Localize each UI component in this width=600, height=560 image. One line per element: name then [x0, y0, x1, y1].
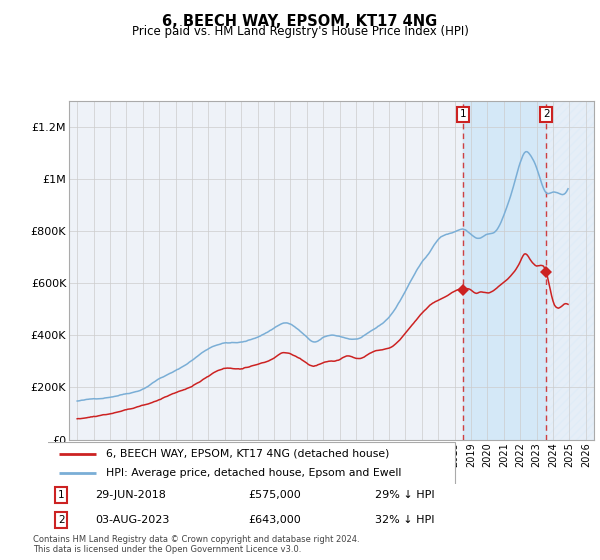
FancyBboxPatch shape: [43, 442, 455, 485]
Text: £575,000: £575,000: [248, 490, 301, 500]
Text: 29-JUN-2018: 29-JUN-2018: [95, 490, 166, 500]
Bar: [463, 101, 546, 440]
Text: 2: 2: [58, 515, 65, 525]
Text: 2: 2: [543, 109, 550, 119]
Bar: [546, 101, 594, 440]
Text: Contains HM Land Registry data © Crown copyright and database right 2024.
This d: Contains HM Land Registry data © Crown c…: [33, 535, 359, 554]
Text: 6, BEECH WAY, EPSOM, KT17 4NG (detached house): 6, BEECH WAY, EPSOM, KT17 4NG (detached …: [106, 449, 389, 459]
Text: 03-AUG-2023: 03-AUG-2023: [95, 515, 170, 525]
Text: Price paid vs. HM Land Registry's House Price Index (HPI): Price paid vs. HM Land Registry's House …: [131, 25, 469, 38]
Text: £643,000: £643,000: [248, 515, 301, 525]
Text: 1: 1: [460, 109, 466, 119]
Text: HPI: Average price, detached house, Epsom and Ewell: HPI: Average price, detached house, Epso…: [106, 468, 401, 478]
Text: 1: 1: [58, 490, 65, 500]
Text: 6, BEECH WAY, EPSOM, KT17 4NG: 6, BEECH WAY, EPSOM, KT17 4NG: [163, 14, 437, 29]
Text: 29% ↓ HPI: 29% ↓ HPI: [376, 490, 435, 500]
Text: 32% ↓ HPI: 32% ↓ HPI: [376, 515, 435, 525]
